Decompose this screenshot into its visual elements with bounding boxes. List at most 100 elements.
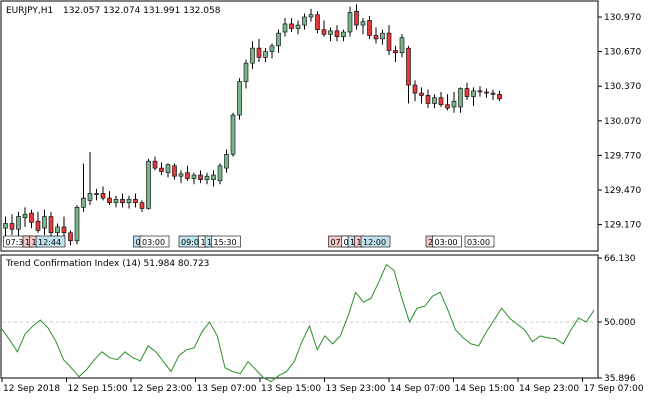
candle bbox=[204, 172, 210, 185]
time-badges: 07:301 1 12:44 0 03:00 09:001 1 15:30 07: 0 1 1 12:0… bbox=[3, 235, 495, 248]
candle-body-bull bbox=[250, 47, 255, 64]
time-badge: 03:00 bbox=[139, 235, 170, 248]
candle bbox=[412, 80, 418, 102]
candle-body-bull bbox=[87, 193, 93, 201]
candle-body-bear bbox=[172, 165, 177, 177]
candle-body-bull bbox=[74, 207, 80, 242]
candle bbox=[159, 162, 164, 176]
x-tick-label: 14 Sep 15:00 bbox=[455, 384, 515, 394]
candle bbox=[68, 230, 73, 246]
candle bbox=[276, 29, 281, 53]
candle-body-bear bbox=[497, 93, 502, 100]
candle bbox=[185, 165, 190, 181]
indicator-tick-label: 50.000 bbox=[604, 318, 636, 328]
time-badge: 12:44 bbox=[35, 235, 66, 248]
candle-body-bull bbox=[243, 62, 249, 82]
candle-body-bull bbox=[211, 174, 216, 180]
candle-body-bear bbox=[256, 47, 262, 58]
indicator-title: Trend Confirmation Index (14) 51.984 80.… bbox=[5, 259, 209, 269]
candle bbox=[191, 172, 197, 185]
candle-body-bear bbox=[289, 23, 294, 29]
time-badge: 12:00 bbox=[360, 235, 391, 248]
candle bbox=[432, 94, 437, 109]
time-badge-label: 1 bbox=[357, 238, 362, 247]
time-badge-box bbox=[139, 235, 170, 248]
time-badge: 03:00 bbox=[464, 235, 495, 248]
candle-body-bear bbox=[334, 30, 340, 37]
price-tick-label: 130.370 bbox=[604, 82, 641, 92]
candle bbox=[419, 87, 424, 104]
candle-body-bear bbox=[354, 10, 359, 26]
candle bbox=[35, 211, 41, 233]
candle-body-bear bbox=[68, 232, 73, 242]
candle-body-bull bbox=[295, 24, 301, 29]
candle bbox=[308, 8, 314, 22]
candle bbox=[152, 156, 158, 171]
candle-body-bear bbox=[185, 172, 190, 179]
candle bbox=[198, 170, 203, 184]
candle bbox=[373, 27, 379, 44]
indicator-tick-label: 35.896 bbox=[604, 374, 636, 384]
candle-body-bull bbox=[458, 88, 463, 108]
price-chart-frame bbox=[0, 0, 599, 252]
time-badge-label: 03:00 bbox=[467, 238, 490, 247]
candle bbox=[393, 45, 398, 62]
candle-body-bull bbox=[269, 45, 275, 52]
candle bbox=[269, 43, 275, 59]
price-tick-label: 130.970 bbox=[604, 13, 641, 23]
candle-body-bull bbox=[451, 100, 457, 108]
candle bbox=[87, 151, 93, 206]
candle bbox=[61, 216, 67, 238]
candle-body-bear bbox=[120, 198, 125, 204]
time-badge-label: 1 bbox=[350, 238, 355, 247]
candle-body-bull bbox=[3, 223, 8, 229]
candle bbox=[256, 38, 262, 62]
candle bbox=[165, 163, 171, 178]
candle bbox=[29, 209, 34, 229]
time-badge: 15:30 bbox=[211, 235, 241, 248]
x-tick-label: 14 Sep 23:00 bbox=[519, 384, 579, 394]
candle bbox=[386, 25, 392, 56]
candle-body-bear bbox=[386, 32, 392, 51]
indicator-line bbox=[1, 263, 595, 383]
time-badge-label: 07:30 bbox=[6, 238, 29, 247]
candle-body-bear bbox=[35, 220, 41, 231]
candle-body-bear bbox=[464, 88, 470, 97]
candle-body-bear bbox=[445, 104, 450, 109]
candle bbox=[42, 209, 47, 236]
candle-body-bull bbox=[146, 160, 151, 209]
price-tick-label: 129.170 bbox=[604, 221, 641, 231]
candle-body-bull bbox=[191, 174, 197, 179]
candle-body-bull bbox=[165, 164, 171, 174]
x-tick-label: 13 Sep 23:00 bbox=[326, 384, 386, 394]
candle bbox=[9, 214, 15, 236]
candle-body-bear bbox=[315, 14, 320, 30]
candle-body-bear bbox=[198, 174, 203, 180]
candle-body-bear bbox=[419, 92, 424, 96]
time-badge-label: 1 bbox=[201, 238, 206, 247]
candle-body-bull bbox=[341, 31, 346, 37]
candle bbox=[3, 216, 8, 238]
price-tick-label: 130.070 bbox=[604, 117, 641, 127]
candle bbox=[484, 88, 489, 98]
candle bbox=[48, 211, 54, 240]
candle bbox=[178, 170, 184, 184]
candle-body-bull bbox=[302, 16, 307, 26]
candle bbox=[367, 15, 372, 39]
candle bbox=[380, 29, 385, 45]
time-badge: 03:00 bbox=[432, 235, 462, 248]
candle-body-bull bbox=[328, 30, 333, 35]
indicator-frame bbox=[0, 254, 599, 379]
candle bbox=[120, 193, 125, 208]
candle bbox=[94, 188, 99, 201]
candle-body-bear bbox=[152, 160, 158, 169]
time-badge-box bbox=[360, 235, 391, 248]
time-badge-label: 12:00 bbox=[363, 238, 386, 247]
indicator-tick-label: 66.130 bbox=[604, 254, 636, 264]
time-badge-label: 03:00 bbox=[435, 238, 458, 247]
price-tick-label: 129.470 bbox=[604, 186, 641, 196]
time-badge-box bbox=[432, 235, 462, 248]
candle bbox=[451, 91, 457, 113]
candle-body-bear bbox=[61, 226, 67, 233]
